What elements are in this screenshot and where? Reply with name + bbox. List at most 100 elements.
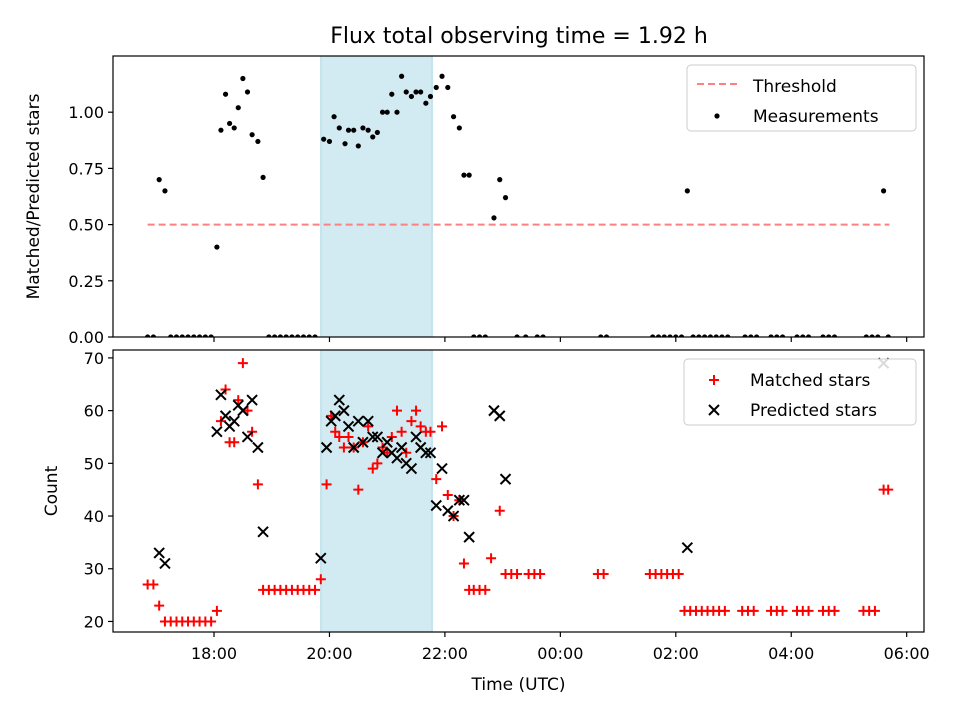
predicted-point <box>246 394 258 406</box>
x-tick-label: 20:00 <box>306 644 352 663</box>
matched-point <box>458 558 469 569</box>
matched-point <box>598 569 609 580</box>
predicted-point <box>430 499 442 512</box>
predicted-point <box>499 473 512 485</box>
measurement-point <box>360 125 366 131</box>
predicted-point <box>424 447 437 459</box>
matched-point <box>480 584 491 595</box>
matched-point <box>237 358 248 369</box>
measurement-point <box>208 334 214 337</box>
matched-point <box>803 605 814 616</box>
measurement-point <box>321 136 327 142</box>
matched-point <box>338 442 349 453</box>
measurement-point <box>156 177 162 183</box>
observing-window-span <box>320 55 433 338</box>
matched-point <box>229 437 240 448</box>
matched-point <box>396 426 407 437</box>
measurement-point <box>779 334 786 337</box>
measurement-point <box>145 334 151 337</box>
measurement-point <box>179 334 185 337</box>
legend-label: Predicted stars <box>750 401 877 421</box>
measurement-point <box>540 334 546 337</box>
measurement-point <box>342 141 348 147</box>
measurement-point <box>289 334 295 337</box>
matched-point <box>310 584 321 595</box>
measurement-point <box>794 334 800 337</box>
matched-point <box>233 395 244 406</box>
predicted-point <box>347 441 360 454</box>
x-axis-label: Time (UTC) <box>471 675 566 695</box>
measurement-point <box>439 73 445 79</box>
measurement-point <box>863 334 869 337</box>
measurement-point <box>365 127 371 133</box>
predicted-point <box>362 415 374 427</box>
predicted-point <box>381 436 393 448</box>
measurement-point <box>355 143 361 149</box>
matched-point <box>883 484 894 495</box>
matched-point <box>442 489 453 500</box>
predicted-point <box>329 410 341 422</box>
measurement-point <box>450 114 457 120</box>
predicted-point <box>211 425 223 438</box>
matched-point <box>512 569 523 580</box>
matched-point <box>411 405 422 416</box>
measurement-point <box>226 120 233 127</box>
measurement-point <box>471 334 477 337</box>
measurement-point <box>260 174 266 180</box>
measurement-point <box>768 334 774 337</box>
measurement-point <box>502 195 509 201</box>
predicted-point <box>463 531 475 543</box>
observing-window-span <box>320 349 433 633</box>
measurement-point <box>295 334 301 337</box>
measurement-point <box>345 127 352 133</box>
measurement-point <box>399 73 405 79</box>
measurement-point <box>476 334 483 337</box>
predicted-point <box>405 462 418 475</box>
y-tick-label: 70 <box>84 349 104 368</box>
measurement-point <box>418 89 424 95</box>
predicted-point <box>371 431 384 443</box>
measurement-point <box>283 334 289 337</box>
y-tick-label: 0.00 <box>68 328 104 347</box>
measurement-point <box>650 334 656 337</box>
measurement-point <box>880 188 887 194</box>
measurement-point <box>466 172 472 178</box>
legend-box <box>686 64 917 132</box>
predicted-point <box>237 404 249 417</box>
matched-point <box>391 405 402 416</box>
predicted-point <box>342 420 355 433</box>
measurement-point <box>655 334 662 337</box>
y-axis-label: Matched/Predicted stars <box>24 93 44 299</box>
matched-point <box>148 579 159 590</box>
measurement-point <box>394 109 400 115</box>
measurement-point <box>336 125 342 131</box>
measurement-point <box>255 138 261 145</box>
measurement-point <box>231 125 237 131</box>
matched-point <box>673 569 684 580</box>
measurement-point <box>351 127 357 133</box>
predicted-point <box>436 462 448 475</box>
matched-point <box>406 416 417 427</box>
y-tick-label: 0.75 <box>68 159 104 178</box>
measurement-point <box>684 188 690 194</box>
x-tick-label: 06:00 <box>884 644 930 663</box>
measurement-point <box>800 334 806 337</box>
measurement-point <box>300 334 307 337</box>
measurement-point <box>497 177 503 183</box>
plot-area <box>145 73 891 337</box>
legend-measurement-swatch <box>714 113 720 119</box>
measurement-point <box>240 75 246 82</box>
predicted-point <box>241 431 254 443</box>
y-axis-label: Count <box>42 465 62 516</box>
matched-point <box>829 605 840 616</box>
top-panel: 0.00 0.25 0.50 0.75 1.00 Matched/Predicted st… <box>24 55 925 347</box>
measurement-point <box>678 334 685 337</box>
measurement-point <box>514 334 520 337</box>
plot-frame <box>112 55 925 338</box>
measurement-point <box>173 334 180 337</box>
measurement-point <box>150 334 157 337</box>
measurement-point <box>826 334 832 337</box>
predicted-point <box>458 494 470 506</box>
measurement-point <box>331 114 337 120</box>
